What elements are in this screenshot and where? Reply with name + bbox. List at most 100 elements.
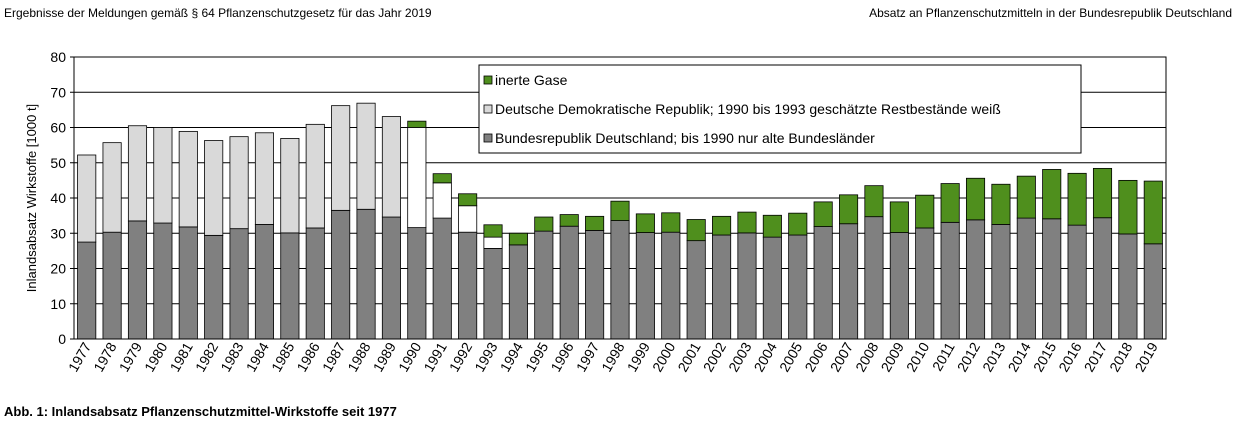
x-tick-label: 1990 [395, 339, 425, 374]
bar-segment-ddr-1981 [178, 130, 198, 228]
bar-segment-brd-2003 [737, 232, 757, 340]
header-left-title: Ergebnisse der Meldungen gemäß § 64 Pfla… [4, 6, 432, 20]
bar-segment-brd-1985 [280, 232, 300, 340]
x-tick-label: 1998 [598, 339, 628, 374]
x-tick-label: 1981 [166, 339, 196, 374]
bar-segment-inert-1997 [585, 215, 605, 231]
bar-segment-brd-2013 [991, 224, 1011, 340]
x-tick-label: 2002 [700, 339, 730, 374]
bar-segment-inert-2006 [813, 201, 833, 227]
bar-segment-brd-2018 [1118, 233, 1138, 340]
bar-segment-ddr-1982 [204, 140, 224, 236]
x-tick-label: 2010 [903, 339, 933, 374]
bar-segment-brd-1983 [229, 228, 249, 340]
y-tick-label: 20 [50, 261, 66, 277]
x-tick-label: 1996 [547, 339, 577, 374]
bar-segment-brd-1989 [381, 216, 401, 340]
x-tick-label: 1979 [116, 339, 146, 374]
bar-segment-inert-2009 [889, 201, 909, 233]
bar-segment-inert-1999 [635, 213, 655, 233]
bar-segment-ddr-1983 [229, 136, 249, 230]
bar-segment-brd-2001 [686, 240, 706, 340]
x-tick-label: 1984 [243, 339, 273, 374]
bar-segment-inert-2018 [1118, 179, 1138, 235]
bar-segment-inert-2017 [1092, 167, 1113, 219]
x-tick-label: 2018 [1106, 339, 1136, 374]
bar-segment-ddr-1987 [331, 105, 351, 211]
x-tick-label: 2009 [878, 339, 908, 374]
y-tick-label: 50 [50, 155, 66, 171]
legend-label-inert: inerte Gase [495, 72, 568, 88]
y-tick-label: 70 [50, 84, 66, 100]
bar-segment-brd-1995 [534, 230, 554, 340]
y-tick-label: 0 [58, 331, 66, 347]
bar-segment-brd-2017 [1092, 217, 1113, 340]
bar-segment-inert-2014 [1016, 175, 1036, 219]
bar-segment-brd-1992 [458, 231, 478, 340]
bar-segment-brd-1984 [254, 224, 275, 340]
legend-box [478, 64, 1082, 154]
bar-segment-brd-1979 [127, 220, 148, 340]
bar-segment-inert-2002 [712, 215, 732, 236]
x-tick-label: 2008 [852, 339, 882, 374]
y-tick-label: 60 [50, 120, 66, 136]
x-tick-label: 1989 [370, 339, 400, 374]
x-tick-label: 1999 [624, 339, 654, 374]
x-tick-label: 2019 [1131, 339, 1161, 374]
bar-segment-inert-2001 [686, 219, 706, 242]
plot-frame [73, 56, 1167, 340]
bar-segment-ddr-1989 [381, 116, 401, 218]
bar-segment-brd-1993 [483, 248, 503, 340]
bar-segment-inert-2003 [737, 211, 757, 234]
legend-label-ddr: Deutsche Demokratische Republik; 1990 bi… [495, 101, 1001, 117]
bar-segment-ddr-1990 [407, 127, 427, 229]
bar-segment-inert-1994 [508, 232, 528, 246]
x-tick-label: 2004 [751, 339, 781, 374]
y-axis-label: Inlandsabsatz Wirkstoffe [1000 t] [24, 104, 39, 292]
legend-swatch-inert [483, 75, 493, 85]
x-tick-label: 1988 [344, 339, 374, 374]
x-tick-label: 2007 [827, 339, 857, 374]
bar-segment-inert-2019 [1143, 180, 1163, 245]
bar-segment-ddr-1986 [305, 123, 325, 229]
bar-segment-brd-1998 [610, 220, 630, 340]
bar-segment-brd-1988 [356, 208, 376, 340]
x-tick-label: 1982 [192, 339, 222, 374]
bar-segment-ddr-1984 [254, 132, 275, 225]
bar-segment-inert-1990 [407, 120, 427, 128]
bar-segment-brd-1991 [432, 217, 452, 340]
x-tick-label: 1995 [522, 339, 552, 374]
bar-segment-ddr-1979 [127, 125, 148, 222]
bar-segment-ddr-1980 [153, 127, 173, 224]
bar-segment-brd-2014 [1016, 217, 1036, 340]
bar-segment-brd-1997 [585, 230, 605, 340]
x-tick-label: 2015 [1030, 339, 1060, 374]
bar-segment-inert-2016 [1067, 172, 1087, 226]
x-tick-label: 1980 [141, 339, 171, 374]
x-tick-label: 1992 [446, 339, 476, 374]
bar-segment-brd-1986 [305, 227, 325, 340]
bar-segment-brd-1980 [153, 222, 173, 340]
legend-swatch-brd [483, 133, 493, 143]
header-right-title: Absatz an Pflanzenschutzmitteln in der B… [869, 6, 1232, 20]
bar-segment-brd-2010 [915, 227, 935, 340]
x-tick-label: 1983 [217, 339, 247, 374]
bar-segment-brd-2009 [889, 232, 909, 340]
bar-segment-ddr-1992 [458, 205, 478, 233]
x-tick-label: 1994 [497, 339, 527, 374]
bar-segment-brd-2019 [1143, 243, 1163, 340]
x-tick-label: 2001 [674, 339, 704, 374]
y-tick-label: 80 [50, 49, 66, 65]
bar-segment-inert-2011 [940, 183, 960, 223]
bar-segment-brd-2000 [661, 231, 681, 340]
x-tick-label: 2012 [954, 339, 984, 374]
x-tick-label: 2003 [725, 339, 755, 374]
bar-segment-ddr-1988 [356, 102, 376, 210]
bar-segment-brd-2008 [864, 216, 884, 340]
bar-segment-inert-2012 [965, 177, 986, 221]
bar-segment-ddr-1978 [102, 142, 122, 233]
bar-segment-brd-2015 [1042, 218, 1062, 340]
bar-segment-brd-1999 [635, 232, 655, 340]
legend: inerte Gase Deutsche Demokratische Republ… [478, 64, 1082, 154]
x-tick-label: 2011 [929, 339, 958, 373]
